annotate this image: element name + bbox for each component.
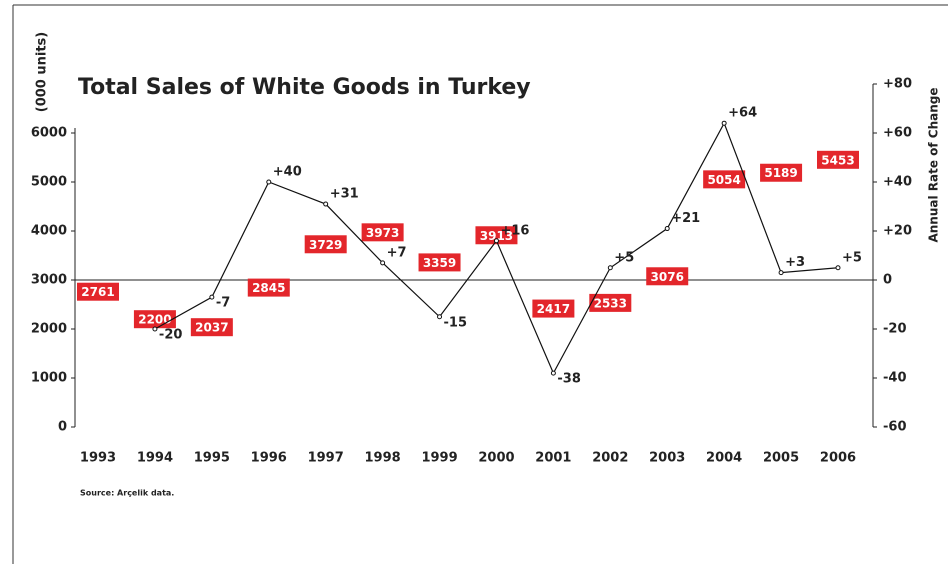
rate-point — [778, 270, 784, 276]
x-tick-label: 1993 — [80, 451, 116, 466]
y-tick-label: 3000 — [31, 273, 67, 288]
rate-label: -38 — [557, 372, 581, 387]
sales-label: 2533 — [594, 296, 627, 310]
y2-tick-label: -20 — [883, 322, 907, 337]
rate-label: +64 — [728, 106, 757, 121]
x-tick-label: 2006 — [820, 451, 856, 466]
y-tick-label: 2000 — [31, 322, 67, 337]
sales-label: 5189 — [764, 166, 797, 180]
rate-label: -7 — [216, 296, 230, 311]
x-tick-label: 1999 — [421, 451, 457, 466]
rate-point — [664, 226, 670, 232]
sales-label: 2417 — [537, 302, 570, 316]
sales-label-box — [589, 293, 632, 312]
y-tick-label: 1000 — [31, 371, 67, 386]
y2-tick-label: +60 — [883, 126, 912, 141]
sales-label-box — [817, 150, 859, 169]
rate-label: +5 — [842, 250, 862, 265]
sales-label-box — [304, 235, 347, 254]
sales-label-box — [646, 267, 689, 286]
rate-label: +3 — [785, 255, 805, 270]
y-axis-label: (000 units) — [35, 32, 50, 112]
rate-point — [437, 314, 443, 320]
x-tick-label: 2000 — [478, 451, 514, 466]
rate-line — [154, 121, 839, 375]
source: Source: Arçelik data. — [80, 489, 174, 498]
x-tick-label: 1996 — [251, 451, 287, 466]
rate-label: +40 — [273, 165, 302, 180]
x-tick-label: 1997 — [308, 451, 344, 466]
rate-point — [550, 370, 556, 376]
sales-label-box — [361, 223, 404, 242]
rate-label: +7 — [387, 245, 407, 260]
rate-label: -15 — [444, 315, 468, 330]
sales-label-box — [247, 278, 290, 297]
y2-tick-label: +40 — [883, 175, 912, 190]
y-tick-label: 0 — [58, 420, 67, 435]
rate-label: +16 — [500, 223, 529, 238]
sales-label: 5453 — [821, 153, 854, 167]
sales-label: 2761 — [81, 285, 114, 299]
y2-tick-label: +20 — [883, 224, 912, 239]
rate-point — [152, 326, 158, 332]
sales-label: 3973 — [366, 226, 399, 240]
sales-label-box — [703, 170, 746, 189]
sales-label-box — [475, 226, 518, 245]
rate-point — [266, 179, 272, 185]
sales-label: 3729 — [309, 238, 342, 252]
x-tick-label: 1994 — [137, 451, 173, 466]
x-tick-label: 1998 — [365, 451, 401, 466]
sales-label: 3359 — [423, 256, 456, 270]
sales-label-box — [77, 282, 119, 301]
rate-label: -20 — [159, 328, 183, 343]
rate-point — [380, 260, 386, 266]
sales-label-box — [190, 318, 233, 337]
sales-label: 3076 — [651, 270, 684, 284]
sales-label: 2845 — [252, 281, 285, 295]
y2-tick-label: 0 — [883, 273, 892, 288]
x-tick-label: 2002 — [592, 451, 628, 466]
sales-label-box — [760, 163, 803, 182]
sales-label-box — [418, 253, 461, 272]
x-tick-label: 2005 — [763, 451, 799, 466]
rate-label: +5 — [614, 250, 634, 265]
rate-point — [493, 238, 499, 244]
sales-label: 3913 — [480, 229, 513, 243]
y-tick-label: 6000 — [31, 126, 67, 141]
rate-point — [835, 265, 841, 271]
y-tick-label: 5000 — [31, 175, 67, 190]
sales-label-box — [532, 299, 575, 318]
y2-axis-label: Annual Rate of Change — [927, 87, 941, 242]
x-tick-label: 1995 — [194, 451, 230, 466]
rate-label: +31 — [330, 187, 359, 202]
y2-tick-label: -40 — [883, 371, 907, 386]
rate-point — [607, 265, 613, 271]
rate-label: +21 — [671, 211, 700, 226]
y2-tick-label: -60 — [883, 420, 907, 435]
rate-point — [323, 201, 329, 207]
sales-label: 2037 — [195, 321, 228, 335]
x-tick-label: 2001 — [535, 451, 571, 466]
y2-tick-label: +80 — [883, 77, 912, 92]
x-tick-label: 2003 — [649, 451, 685, 466]
chart-title: Total Sales of White Goods in Turkey — [78, 75, 531, 100]
sales-label: 2200 — [138, 313, 171, 327]
x-tick-label: 2004 — [706, 451, 742, 466]
y-tick-label: 4000 — [31, 224, 67, 239]
sales-label: 5054 — [707, 173, 740, 187]
rate-point — [209, 294, 215, 300]
rate-point — [721, 120, 727, 126]
